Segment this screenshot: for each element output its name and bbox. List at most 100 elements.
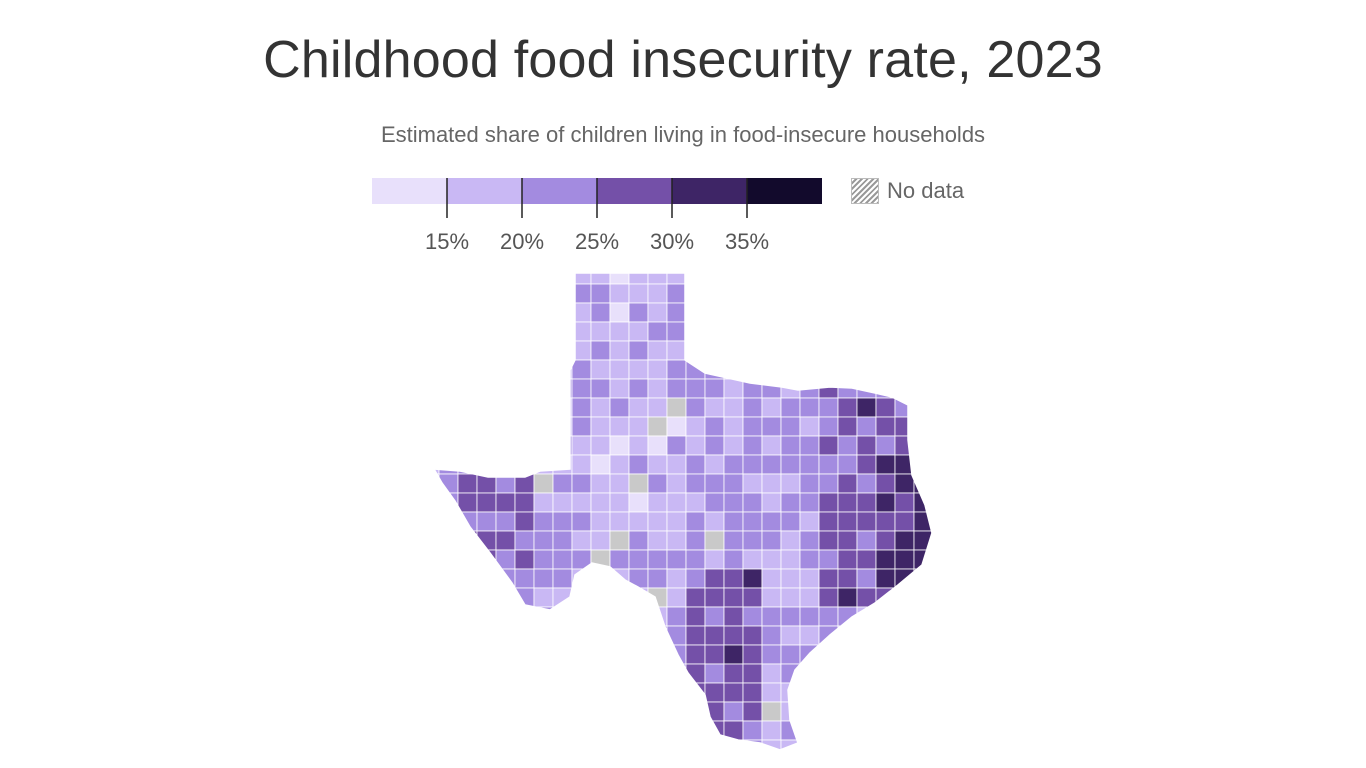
county-tile [647,273,668,285]
county-tile [457,492,478,513]
county-tile [434,359,440,380]
county-tile [533,663,554,684]
county-tile [476,568,497,589]
county-tile [742,473,763,494]
county-tile [894,644,915,665]
county-tile [704,454,725,475]
county-tile [457,473,478,494]
county-tile [553,759,572,760]
county-tile [434,321,440,342]
county-tile [476,340,497,361]
county-tile [514,644,535,665]
county-tile [933,588,950,607]
county-tile [913,416,932,437]
county-tile [933,740,950,759]
county-tile [685,473,706,494]
county-tile [685,321,706,342]
county-tile [438,283,459,304]
county-tile [552,682,573,703]
county-tile [704,321,725,342]
county-tile [514,454,535,475]
county-tile [762,759,781,760]
county-tile [818,454,839,475]
county-tile [875,549,896,570]
county-tile [913,701,932,722]
county-tile [913,454,932,475]
county-tile [590,492,611,513]
county-tile [434,587,440,608]
county-tile [818,340,839,361]
county-tile [723,340,744,361]
county-tile [875,321,896,342]
county-tile [780,302,801,323]
county-tile [933,455,950,474]
county-tile [571,435,592,456]
county-tile [666,321,687,342]
county-tile [552,739,573,750]
county-tile [704,663,725,684]
county-tile [552,492,573,513]
county-tile [571,682,592,703]
county-tile [818,644,839,665]
county-tile [875,416,896,437]
county-tile [799,720,820,741]
county-tile [875,739,896,750]
county-tile [742,606,763,627]
county-tile [837,568,858,589]
county-tile [761,492,782,513]
county-tile [875,625,896,646]
county-tile [533,378,554,399]
county-tile [434,492,440,513]
county-tile [609,359,630,380]
county-tile [818,720,839,741]
county-tile [875,397,896,418]
county-tile [913,739,932,750]
county-tile [628,492,649,513]
county-tile [894,682,915,703]
county-tile [457,302,478,323]
county-tile [799,549,820,570]
county-tile [837,701,858,722]
county-tile [837,739,858,750]
county-tile [933,398,950,417]
county-tile [458,759,477,760]
county-tile [818,511,839,532]
county-no-data [628,473,649,494]
county-tile [609,701,630,722]
county-tile [533,587,554,608]
county-tile [609,340,630,361]
county-tile [685,416,706,437]
county-tile [837,321,858,342]
county-tile [533,416,554,437]
county-tile [476,587,497,608]
county-tile [476,283,497,304]
county-tile [933,607,950,626]
county-tile [856,739,877,750]
county-tile [723,701,744,722]
county-tile [781,759,800,760]
county-tile [610,759,629,760]
county-tile [514,682,535,703]
county-tile [685,340,706,361]
county-tile [856,340,877,361]
county-tile [685,511,706,532]
county-tile [552,473,573,494]
county-tile [856,530,877,551]
county-tile [434,568,440,589]
county-tile [457,587,478,608]
county-tile [933,341,950,360]
county-tile [647,682,668,703]
county-tile [571,454,592,475]
county-tile [856,549,877,570]
county-tile [590,359,611,380]
county-tile [533,549,554,570]
county-tile [704,739,725,750]
county-tile [495,663,516,684]
county-tile [420,759,439,760]
county-tile [666,587,687,608]
county-tile [571,644,592,665]
county-tile [723,568,744,589]
county-tile [434,435,440,456]
county-tile [856,321,877,342]
legend-tick-label: 15% [425,229,469,254]
